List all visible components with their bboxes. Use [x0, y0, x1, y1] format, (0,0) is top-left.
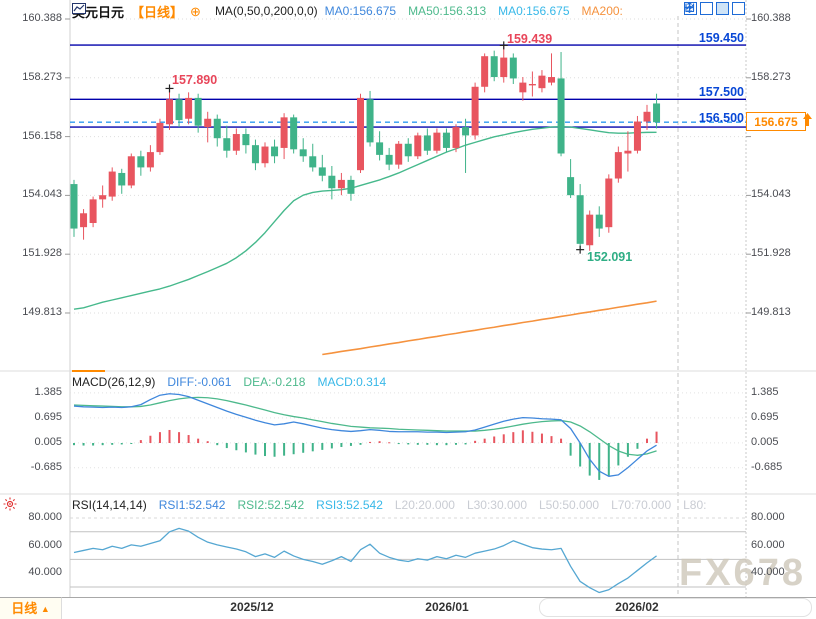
axis-tick-label: 80.000 — [751, 511, 785, 523]
rsi-l50-label: L50:50.000 — [539, 498, 600, 512]
axis-scale-icon[interactable] — [685, 2, 713, 15]
rsi1-value: RSI1:52.542 — [158, 498, 226, 512]
rsi-l70-label: L70:70.000 — [611, 498, 672, 512]
period-selector[interactable]: 日线 ▲ — [0, 597, 62, 619]
macd-diff-value: DIFF:-0.061 — [167, 375, 232, 389]
period-label[interactable]: 【日线】 — [131, 4, 184, 20]
chart-toolbar — [684, 2, 745, 15]
rsi-title[interactable]: RSI(14,14,14) — [72, 498, 147, 512]
period-selector-label: 日线 — [11, 601, 38, 616]
axis-tick-label: 60.000 — [751, 538, 785, 551]
macd-value: MACD:0.314 — [317, 375, 387, 389]
date-label-jan: 2026/01 — [425, 600, 469, 614]
axis-tick-label: 0.695 — [34, 410, 62, 423]
ma-values: MA0:156.675 MA50:156.313 MA0:156.675 MA200: — [325, 4, 623, 18]
axis-tick-label: 1.385 — [34, 385, 62, 398]
macd-header: MACD(26,12,9) DIFF:-0.061 DEA:-0.218 MAC… — [72, 375, 386, 389]
rsi-l20-label: L20:20.000 — [394, 498, 455, 512]
axis-tick-label: 1.385 — [751, 385, 779, 398]
hide-panel-icon[interactable] — [686, 2, 745, 15]
add-indicator-icon[interactable]: ⊕ — [190, 3, 201, 19]
macd-tab-indicator — [72, 370, 105, 372]
axis-tick-label: 149.813 — [751, 305, 791, 318]
chart-header: 美元日元 【日线】 ⊕ MA(0,50,0,200,0,0) MA0:156.6… — [72, 3, 623, 20]
axis-tick-label: 151.928 — [751, 247, 791, 260]
rsi-l80-label: L80: — [683, 498, 707, 512]
axis-scale-active-icon[interactable] — [685, 2, 729, 15]
axis-tick-label: 154.043 — [751, 188, 791, 201]
annotation-high-157890: 157.890 — [172, 73, 218, 87]
date-label-dec: 2025/12 — [230, 600, 274, 614]
macd-title[interactable]: MACD(26,12,9) — [72, 375, 156, 389]
axis-tick-label: 0.005 — [34, 435, 62, 448]
axis-tick-label: 160.388 — [751, 12, 791, 24]
axis-tick-label: 158.273 — [751, 70, 791, 83]
rsi-header: RSI(14,14,14) RSI1:52.542 RSI2:52.542 RS… — [72, 498, 706, 512]
ma-value-label: MA200: — [581, 4, 623, 18]
rsi2-value: RSI2:52.542 — [237, 498, 305, 512]
axis-tick-label: 158.273 — [22, 70, 62, 83]
axis-tick-label: 40.000 — [28, 566, 62, 579]
macd-dea-value: DEA:-0.218 — [243, 375, 306, 389]
watermark: FX678 — [679, 552, 806, 594]
axis-tick-label: -0.685 — [751, 460, 783, 473]
ma-settings-label: MA(0,50,0,200,0,0) — [214, 4, 318, 18]
date-axis-highlight-box — [539, 598, 812, 617]
axis-tick-label: 154.043 — [22, 188, 62, 201]
axis-tick-label: 151.928 — [22, 247, 62, 260]
axis-tick-label: -0.685 — [30, 460, 62, 473]
axis-tick-label: 80.000 — [28, 511, 62, 523]
current-price-box: 156.675 — [746, 112, 806, 131]
level-label-157500: 157.500 — [698, 85, 744, 99]
period-selector-arrow-icon: ▲ — [40, 604, 50, 614]
ma-value-label: MA0:156.675 — [498, 4, 570, 18]
ma-value-label: MA50:156.313 — [408, 4, 487, 18]
ma-value-label: MA0:156.675 — [324, 4, 397, 18]
axis-tick-label: 60.000 — [28, 538, 62, 551]
rsi-l30-label: L30:30.000 — [466, 498, 527, 512]
level-label-159450: 159.450 — [698, 31, 744, 45]
axis-tick-label: 40.000 — [751, 566, 785, 579]
rsi3-value: RSI3:52.542 — [316, 498, 383, 512]
axis-tick-label: 156.158 — [22, 129, 62, 142]
axis-tick-label: 0.005 — [751, 435, 779, 448]
axis-tick-label: 160.388 — [22, 12, 62, 24]
date-label-feb: 2026/02 — [615, 600, 659, 614]
annotation-high-159439: 159.439 — [507, 32, 553, 46]
axis-tick-label: 0.695 — [751, 410, 779, 423]
annotation-low-152091: 152.091 — [587, 250, 633, 264]
axis-tick-label: 149.813 — [22, 305, 62, 318]
level-label-156500: 156.500 — [698, 111, 744, 125]
